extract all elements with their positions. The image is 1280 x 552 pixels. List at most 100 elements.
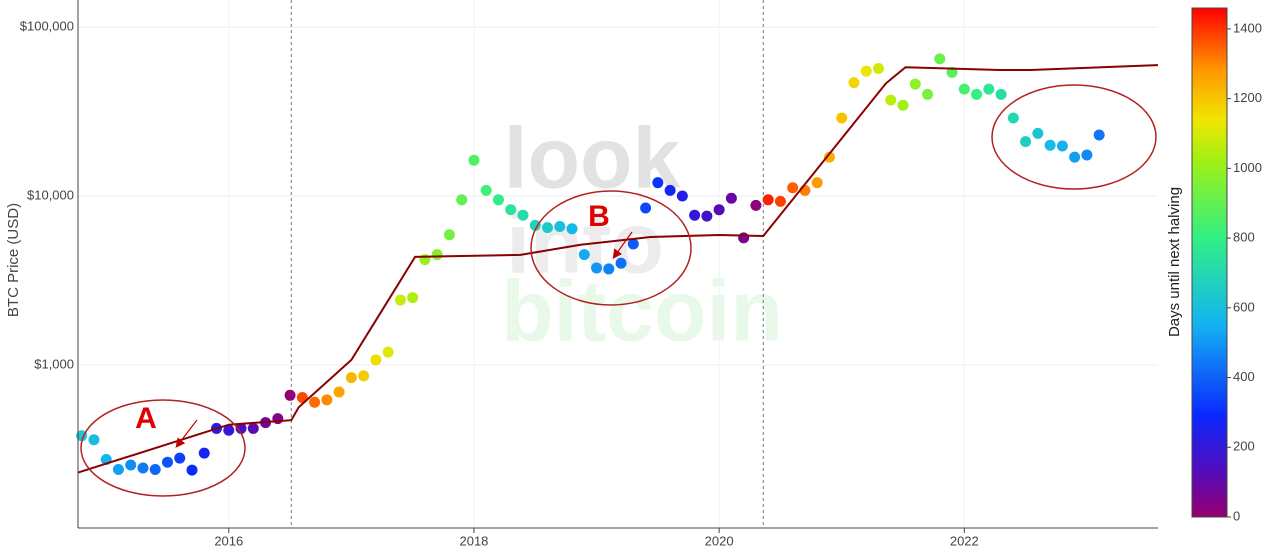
price-point xyxy=(811,177,823,189)
price-point xyxy=(566,223,578,235)
price-point xyxy=(443,229,455,241)
price-point xyxy=(284,389,296,401)
price-point xyxy=(1007,112,1019,124)
price-point xyxy=(995,88,1007,100)
price-point xyxy=(321,394,333,406)
price-point xyxy=(370,354,382,366)
price-point xyxy=(468,154,480,166)
price-point xyxy=(983,83,995,95)
colorbar-tick-label: 200 xyxy=(1233,439,1255,454)
price-point xyxy=(272,413,284,425)
price-point xyxy=(774,195,786,207)
price-point xyxy=(689,209,701,221)
price-point xyxy=(848,77,860,89)
colorbar-tick-label: 600 xyxy=(1233,299,1255,314)
price-point xyxy=(492,194,504,206)
price-point xyxy=(223,424,235,436)
price-point xyxy=(554,221,566,233)
price-point xyxy=(1020,136,1032,148)
price-point xyxy=(394,294,406,306)
price-point xyxy=(713,204,725,216)
price-point xyxy=(725,192,737,204)
price-point xyxy=(603,263,615,275)
price-point xyxy=(971,88,983,100)
price-point xyxy=(247,422,259,434)
price-point xyxy=(1069,151,1081,163)
grid xyxy=(78,0,1158,528)
price-point xyxy=(517,209,529,221)
price-point xyxy=(407,292,419,304)
price-point xyxy=(934,53,946,65)
price-point xyxy=(922,88,934,100)
price-point xyxy=(456,194,468,206)
price-point xyxy=(431,249,443,261)
price-point xyxy=(112,463,124,475)
y-tick-label: $10,000 xyxy=(27,187,74,202)
price-point xyxy=(1056,140,1068,152)
highlight-ellipse xyxy=(80,399,246,497)
price-point xyxy=(627,238,639,250)
annotation-label: B xyxy=(588,200,610,233)
annotation-arrow xyxy=(612,231,633,259)
price-point xyxy=(198,447,210,459)
price-point xyxy=(542,222,554,234)
price-point xyxy=(885,94,897,106)
annotation-label: A xyxy=(135,402,157,435)
x-tick-label: 2022 xyxy=(950,533,979,548)
colorbar-tick-label: 1000 xyxy=(1233,160,1262,175)
price-point xyxy=(1093,129,1105,141)
x-tick-label: 2016 xyxy=(214,533,243,548)
price-point xyxy=(787,182,799,194)
price-point xyxy=(640,202,652,214)
y-tick-label: $100,000 xyxy=(20,19,74,34)
price-point xyxy=(823,151,835,163)
price-point xyxy=(345,372,357,384)
watermark-text: look xyxy=(504,111,681,207)
x-tick-label: 2018 xyxy=(459,533,488,548)
colorbar-title: Days until next halving xyxy=(1166,187,1183,337)
highlight-ellipse xyxy=(991,84,1157,190)
price-point xyxy=(836,112,848,124)
colorbar-tick-label: 0 xyxy=(1233,508,1240,523)
price-point xyxy=(652,177,664,189)
x-tick-label: 2020 xyxy=(705,533,734,548)
highlight-ellipse xyxy=(530,190,692,306)
price-point xyxy=(235,422,247,434)
price-point xyxy=(578,249,590,261)
price-point xyxy=(125,459,137,471)
price-point xyxy=(1044,139,1056,151)
price-point xyxy=(860,65,872,77)
price-point xyxy=(872,62,884,74)
price-point xyxy=(1081,149,1093,161)
price-point xyxy=(738,232,750,244)
price-point xyxy=(701,210,713,222)
colorbar-tick-label: 1400 xyxy=(1233,20,1262,35)
price-point xyxy=(358,370,370,382)
colorbar-tick-label: 400 xyxy=(1233,369,1255,384)
price-point xyxy=(480,184,492,196)
price-point xyxy=(137,462,149,474)
price-point xyxy=(664,184,676,196)
price-point xyxy=(161,456,173,468)
price-point xyxy=(897,99,909,111)
price-point xyxy=(909,78,921,90)
price-point xyxy=(186,464,198,476)
price-point xyxy=(88,434,100,446)
annotations: A B xyxy=(80,84,1157,497)
price-point xyxy=(958,83,970,95)
price-point xyxy=(382,346,394,358)
price-point xyxy=(750,199,762,211)
annotation-arrow xyxy=(175,419,198,448)
price-point xyxy=(149,463,161,475)
colorbar-tick-label: 800 xyxy=(1233,230,1255,245)
colorbar xyxy=(1191,7,1228,518)
price-point xyxy=(309,396,321,408)
price-point xyxy=(762,194,774,206)
plot-area xyxy=(76,53,1159,476)
price-point xyxy=(505,204,517,216)
price-point xyxy=(1032,127,1044,139)
colorbar-tick-label: 1200 xyxy=(1233,90,1262,105)
price-point xyxy=(615,257,627,269)
watermark-text: bitcoin xyxy=(501,264,783,360)
